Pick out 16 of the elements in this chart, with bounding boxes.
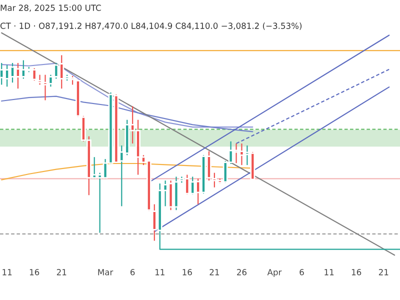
x-tick-label: 16 (352, 269, 362, 276)
x-tick-label: 6 (130, 269, 135, 276)
text: CT · 1D · O87,191.2 H87,470.0 L84,104.9 C84,110.0 −3,081.2 (−3.53%) (0, 22, 302, 30)
x-tick-label: 16 (182, 269, 192, 276)
text: Mar 28, 2025 15:00 UTC (0, 4, 101, 12)
x-tick-label: 6 (300, 269, 304, 276)
x-tick-label: Apr (267, 269, 282, 277)
x-tick-label: 16 (30, 269, 40, 276)
x-tick-label: 26 (237, 269, 247, 276)
x-tick-label: 21 (210, 269, 219, 276)
x-tick-label: 11 (2, 269, 12, 276)
x-tick-label: 11 (324, 269, 334, 276)
x-tick-label: 21 (378, 269, 388, 276)
x-tick-label: 21 (56, 269, 66, 276)
x-tick-label: 11 (155, 269, 164, 276)
x-tick-label: Mar (98, 269, 114, 276)
